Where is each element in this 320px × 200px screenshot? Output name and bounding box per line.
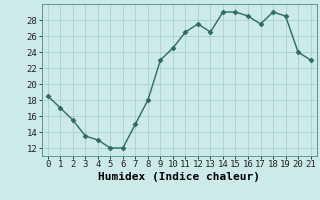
X-axis label: Humidex (Indice chaleur): Humidex (Indice chaleur): [98, 172, 260, 182]
